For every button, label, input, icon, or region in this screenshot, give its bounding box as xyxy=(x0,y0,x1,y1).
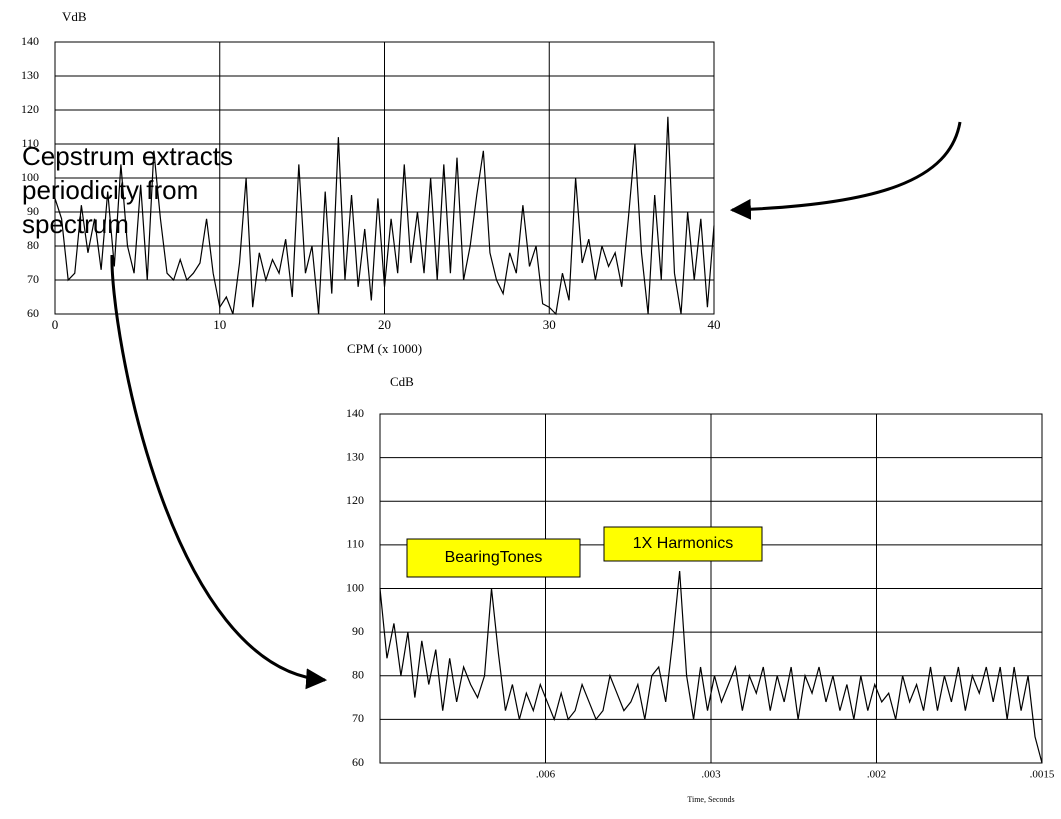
y-tick-label: 140 xyxy=(21,34,39,48)
x-tick-label: 20 xyxy=(378,317,391,332)
data-line xyxy=(379,570,1043,764)
y-tick-label: 100 xyxy=(21,170,39,184)
y-tick-label: 80 xyxy=(27,238,39,252)
x-tick-label: .0015 xyxy=(1030,769,1055,781)
annotation: BearingTones xyxy=(445,549,543,566)
arrow xyxy=(729,121,962,220)
y-axis-label: CdB xyxy=(390,374,414,389)
y-tick-label: 110 xyxy=(346,537,364,551)
x-axis-label: Time, Seconds xyxy=(687,795,734,804)
y-tick-label: 140 xyxy=(346,406,364,420)
data-line xyxy=(54,116,715,316)
x-tick-label: 40 xyxy=(708,317,721,332)
y-tick-label: 130 xyxy=(21,68,39,82)
y-tick-label: 70 xyxy=(352,711,364,725)
arrow xyxy=(110,254,328,690)
x-tick-label: .002 xyxy=(867,769,886,781)
y-tick-label: 70 xyxy=(27,272,39,286)
y-tick-label: 90 xyxy=(352,624,364,638)
y-tick-label: 130 xyxy=(346,449,364,463)
x-tick-label: 10 xyxy=(213,317,226,332)
y-axis-label: VdB xyxy=(62,9,87,24)
y-tick-label: 110 xyxy=(21,136,39,150)
annotation-box xyxy=(406,538,581,578)
x-tick-label: 0 xyxy=(52,317,59,332)
note: Cepstrum extracts xyxy=(22,141,233,171)
y-tick-label: 60 xyxy=(352,755,364,769)
y-tick-label: 80 xyxy=(352,668,364,682)
y-tick-label: 60 xyxy=(27,306,39,320)
annotation: 1X Harmonics xyxy=(633,535,733,552)
annotation-box xyxy=(603,526,763,562)
y-tick-label: 120 xyxy=(346,493,364,507)
x-tick-label: .006 xyxy=(536,769,556,781)
x-tick-label: 30 xyxy=(543,317,556,332)
x-tick-label: .003 xyxy=(701,769,721,781)
y-tick-label: 90 xyxy=(27,204,39,218)
note: periodicity from xyxy=(22,175,198,205)
y-tick-label: 120 xyxy=(21,102,39,116)
y-tick-label: 100 xyxy=(346,580,364,594)
x-axis-label: CPM (x 1000) xyxy=(347,341,422,356)
